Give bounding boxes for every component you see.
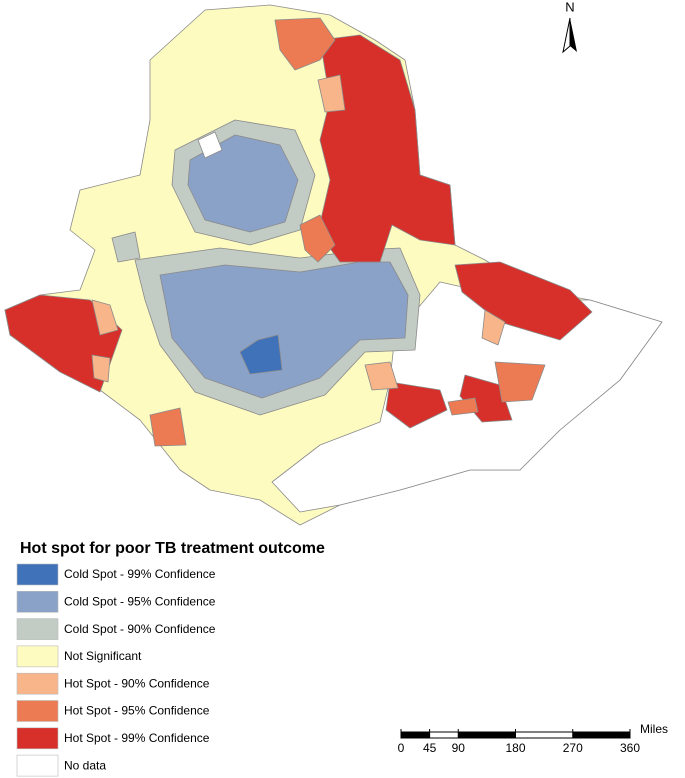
legend-title: Hot spot for poor TB treatment outcome	[20, 540, 325, 557]
scale-tick-label: 45	[423, 741, 437, 755]
region	[239, 334, 283, 375]
scale-bar-segment	[401, 732, 430, 738]
region	[91, 354, 111, 383]
scale-bar-segment	[458, 732, 516, 738]
region	[187, 134, 299, 233]
north-label: N	[565, 0, 574, 14]
region	[91, 299, 119, 336]
scale-tick-label: 270	[563, 741, 583, 755]
legend-swatch	[16, 563, 59, 586]
legend-swatch	[16, 590, 59, 613]
legend: Cold Spot - 99% Confidence Cold Spot - 95…	[16, 563, 216, 777]
legend-label: Hot Spot - 95% Confidence	[64, 704, 210, 718]
region	[197, 131, 223, 159]
north-arrow: N	[562, 0, 577, 54]
region	[149, 407, 187, 447]
region	[364, 361, 399, 391]
region	[447, 397, 479, 416]
legend-label: Cold Spot - 99% Confidence	[64, 567, 216, 581]
scale-tick-label: 0	[398, 741, 405, 755]
scale-unit: Miles	[640, 722, 668, 736]
map-regions	[4, 4, 663, 526]
region	[299, 214, 336, 263]
region	[385, 381, 448, 429]
legend-swatch	[16, 727, 59, 750]
region	[159, 261, 409, 399]
legend-swatch	[16, 618, 59, 640]
legend-label: No data	[64, 758, 106, 772]
scale-tick-label: 180	[505, 741, 525, 755]
legend-label: Cold Spot - 90% Confidence	[64, 622, 216, 636]
region	[454, 261, 593, 341]
legend-swatch	[16, 754, 59, 777]
scale-tick-label: 360	[620, 741, 640, 755]
legend-label: Hot Spot - 99% Confidence	[64, 731, 210, 745]
legend-label: Cold Spot - 95% Confidence	[64, 594, 216, 608]
region	[481, 309, 506, 346]
legend-swatch	[16, 645, 59, 668]
north-arrow-half	[570, 18, 577, 52]
region	[111, 231, 141, 263]
region	[317, 74, 346, 113]
legend-label: Not Significant	[64, 649, 142, 663]
legend-swatch	[16, 700, 59, 722]
legend-label: Hot Spot - 90% Confidence	[64, 676, 210, 690]
region	[317, 34, 456, 263]
legend-swatch	[16, 672, 59, 695]
region	[274, 17, 336, 71]
region	[494, 361, 546, 403]
scale-bar-segment	[572, 732, 630, 738]
scale-tick-label: 90	[452, 741, 466, 755]
north-arrow-half	[562, 17, 571, 54]
